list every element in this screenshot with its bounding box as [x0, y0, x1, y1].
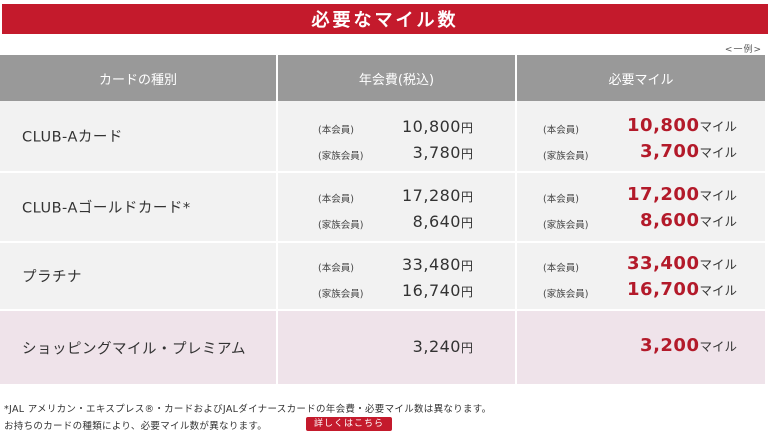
table-row: プラチナ (本会員) 33,480円 (家族会員) 16,740円 (本会員) …	[0, 243, 765, 311]
fee-main-value: 17,280	[402, 186, 461, 205]
family-member-label: (家族会員)	[318, 151, 364, 162]
main-member-label: (本会員)	[543, 194, 579, 205]
fee-main-value: 10,800	[402, 117, 461, 136]
footnote-card-type: お持ちのカードの種類により、必要マイル数が異なります。	[4, 421, 268, 432]
yen-unit: 円	[460, 147, 473, 161]
fee-family-value: 16,740	[402, 281, 461, 300]
yen-unit: 円	[460, 341, 473, 355]
card-type-cell: CLUB-Aゴールドカード*	[0, 173, 278, 243]
annual-fee-cell: 3,240円	[278, 311, 517, 384]
details-link-button[interactable]: 詳しくはこちら	[306, 417, 393, 431]
main-member-label: (本会員)	[318, 194, 354, 205]
yen-unit: 円	[460, 216, 473, 230]
fee-main-value: 33,480	[402, 255, 461, 274]
fee-family-value: 3,780	[412, 143, 461, 162]
required-miles-cell: (本会員) 10,800マイル (家族会員) 3,700マイル	[517, 101, 765, 173]
main-member-label: (本会員)	[543, 263, 579, 274]
fee-family-value: 8,640	[412, 212, 461, 231]
main-member-label: (本会員)	[543, 125, 579, 136]
card-name: プラチナ	[22, 269, 82, 286]
annual-fee-cell: (本会員) 17,280円 (家族会員) 8,640円	[278, 173, 517, 243]
footnote-annual-fee: *JAL アメリカン・エキスプレス®・カードおよびJALダイナースカードの年会費…	[4, 404, 492, 415]
section-banner: 必要なマイル数	[2, 4, 768, 34]
main-member-label: (本会員)	[318, 263, 354, 274]
table-row: CLUB-Aカード (本会員) 10,800円 (家族会員) 3,780円 (本…	[0, 101, 765, 173]
mile-unit: マイル	[699, 145, 737, 160]
family-member-label: (家族会員)	[543, 289, 589, 300]
miles-family-value: 8,600	[640, 210, 700, 231]
family-member-label: (家族会員)	[318, 289, 364, 300]
yen-unit: 円	[460, 190, 473, 204]
mile-unit: マイル	[699, 339, 737, 354]
example-note: <一例>	[724, 45, 762, 55]
card-type-cell: CLUB-Aカード	[0, 101, 278, 173]
annual-fee-cell: (本会員) 10,800円 (家族会員) 3,780円	[278, 101, 517, 173]
table-row-premium: ショッピングマイル・プレミアム 3,240円 3,200マイル	[0, 311, 765, 384]
mile-unit: マイル	[699, 283, 737, 298]
mile-unit: マイル	[699, 214, 737, 229]
family-member-label: (家族会員)	[318, 220, 364, 231]
card-type-cell: ショッピングマイル・プレミアム	[0, 311, 278, 384]
mile-unit: マイル	[699, 188, 737, 203]
family-member-label: (家族会員)	[543, 220, 589, 231]
card-type-cell: プラチナ	[0, 243, 278, 311]
table-header-row: カードの種別 年会費(税込) 必要マイル	[0, 55, 765, 101]
required-miles-cell: 3,200マイル	[517, 311, 765, 384]
header-card-type: カードの種別	[0, 55, 278, 101]
miles-family-value: 3,700	[640, 141, 700, 162]
table-row: CLUB-Aゴールドカード* (本会員) 17,280円 (家族会員) 8,64…	[0, 173, 765, 243]
section-title: 必要なマイル数	[311, 10, 459, 31]
required-miles-cell: (本会員) 33,400マイル (家族会員) 16,700マイル	[517, 243, 765, 311]
header-annual-fee: 年会費(税込)	[278, 55, 517, 101]
miles-main-value: 10,800	[627, 115, 700, 136]
yen-unit: 円	[460, 259, 473, 273]
card-name: CLUB-Aカード	[22, 129, 123, 146]
yen-unit: 円	[460, 285, 473, 299]
card-name: CLUB-Aゴールドカード*	[22, 200, 191, 217]
yen-unit: 円	[460, 121, 473, 135]
required-miles-cell: (本会員) 17,200マイル (家族会員) 8,600マイル	[517, 173, 765, 243]
fee-value: 3,240	[412, 337, 461, 356]
miles-family-value: 16,700	[627, 279, 700, 300]
family-member-label: (家族会員)	[543, 151, 589, 162]
main-member-label: (本会員)	[318, 125, 354, 136]
annual-fee-cell: (本会員) 33,480円 (家族会員) 16,740円	[278, 243, 517, 311]
miles-main-value: 17,200	[627, 184, 700, 205]
miles-main-value: 33,400	[627, 253, 700, 274]
mile-unit: マイル	[699, 257, 737, 272]
card-name: ショッピングマイル・プレミアム	[22, 341, 246, 357]
mile-unit: マイル	[699, 119, 737, 134]
miles-value: 3,200	[640, 335, 700, 356]
header-required-miles: 必要マイル	[517, 55, 765, 101]
